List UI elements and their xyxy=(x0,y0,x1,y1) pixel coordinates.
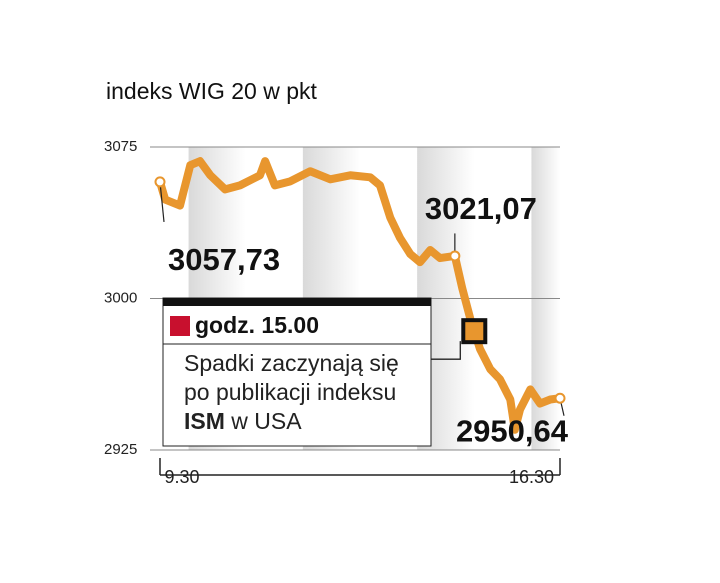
y-tick-label: 3075 xyxy=(104,138,137,155)
callout-text: Spadki zaczynają się xyxy=(184,350,399,376)
x-tick-label: 9.30 xyxy=(164,467,199,487)
point-marker xyxy=(554,392,566,404)
callout-tail: w USA xyxy=(230,408,302,434)
callout-title: godz. 15.00 xyxy=(195,312,319,338)
x-tick-label: 16.30 xyxy=(509,467,554,487)
data-label: 2950,64 xyxy=(456,413,569,448)
callout-box xyxy=(162,297,432,447)
callout-icon xyxy=(170,316,190,336)
y-tick-label: 2925 xyxy=(104,441,137,458)
callout-square xyxy=(461,318,488,345)
point-marker xyxy=(154,176,166,188)
data-label: 3021,07 xyxy=(425,191,537,226)
leader xyxy=(159,181,165,222)
chart-title: indeks WIG 20 w pkt xyxy=(106,78,318,104)
data-label: 3057,73 xyxy=(168,242,280,277)
point-marker xyxy=(449,250,461,262)
callout-text: ISM w USA xyxy=(184,408,302,434)
line xyxy=(156,157,564,434)
callout-text: po publikacji indeksu xyxy=(184,379,396,405)
callout-bar xyxy=(163,298,431,306)
callout-emph: ISM xyxy=(184,408,225,434)
y-tick-label: 3000 xyxy=(104,289,137,306)
